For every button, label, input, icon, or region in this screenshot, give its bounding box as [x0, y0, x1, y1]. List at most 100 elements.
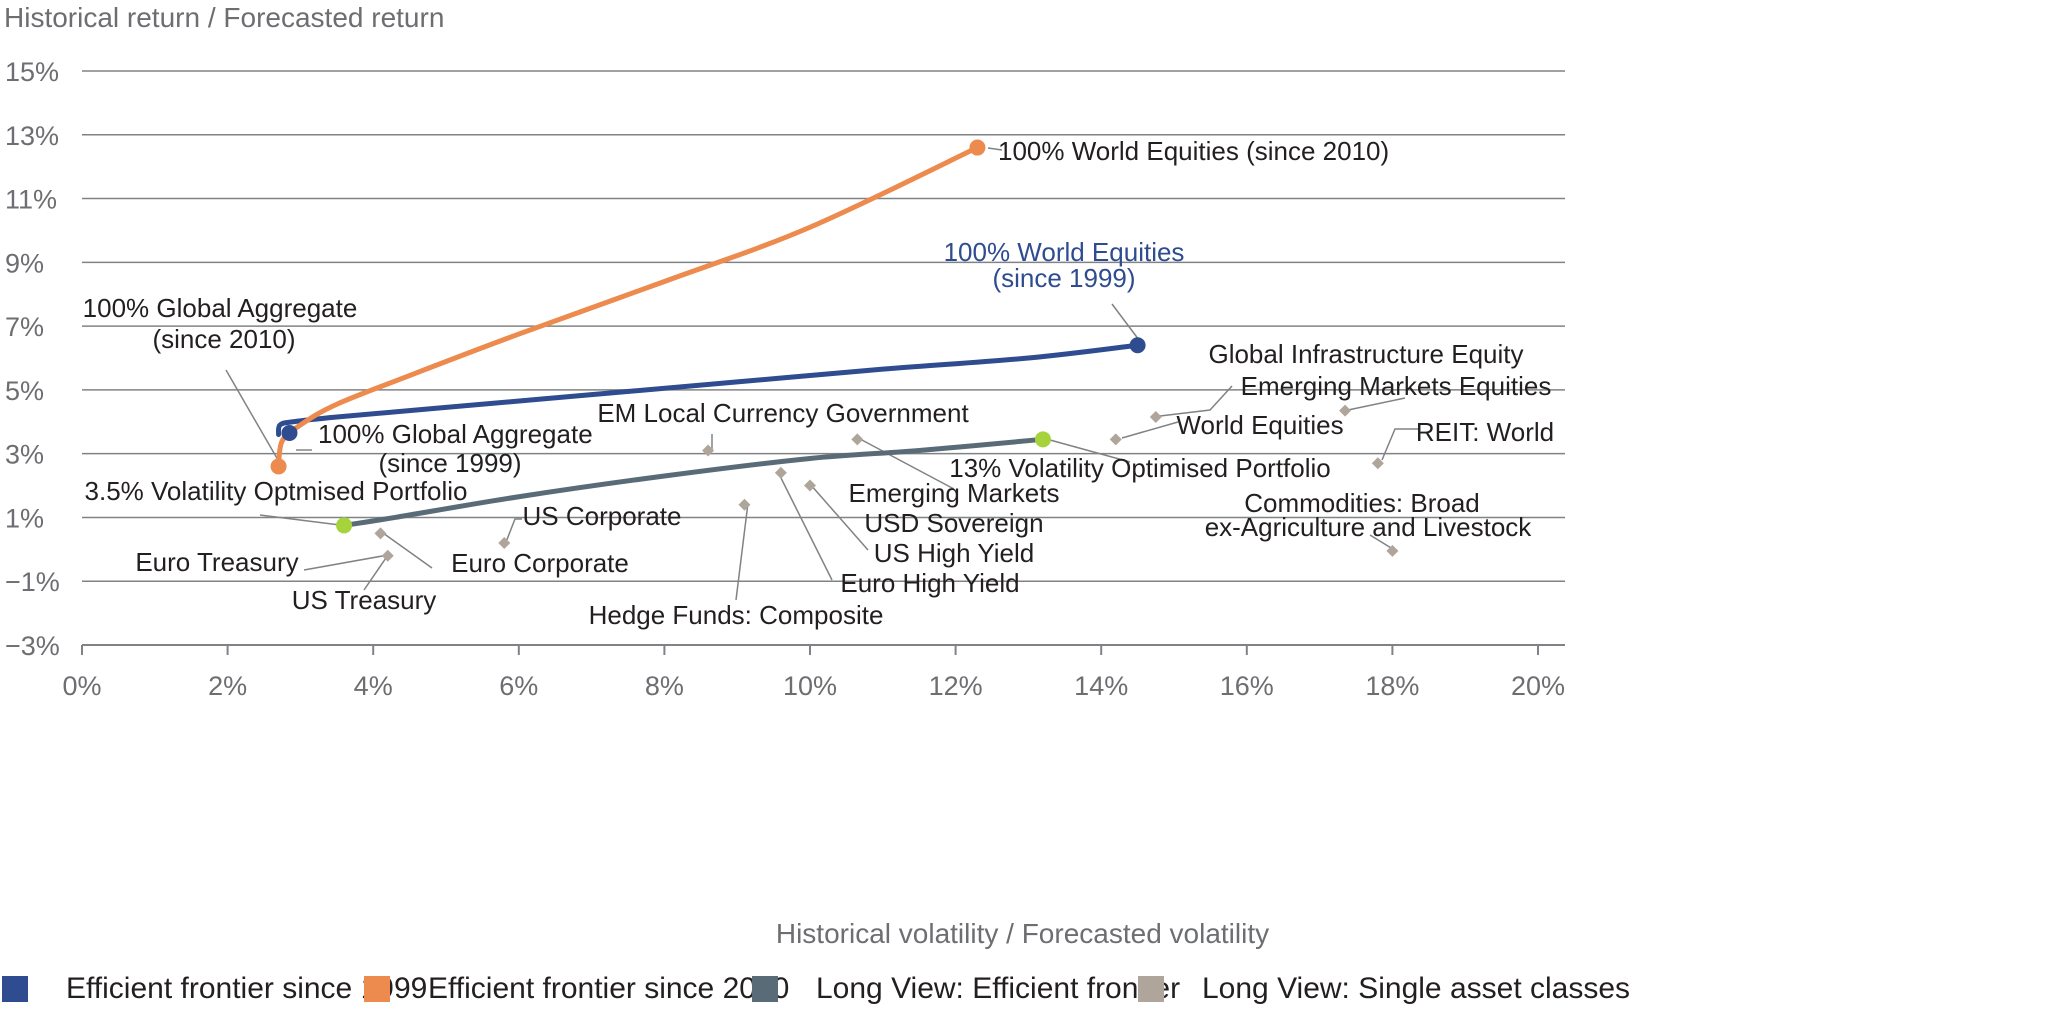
- annotation-label: World Equities: [1176, 410, 1343, 440]
- leader-line: [259, 514, 341, 526]
- annotation-label: 100% World Equities (since 2010): [998, 136, 1389, 166]
- y-tick-label: 1%: [5, 503, 44, 533]
- legend-swatch: [1138, 976, 1164, 1002]
- leader-line: [363, 554, 389, 591]
- long-view-frontier-line: [341, 436, 1046, 528]
- single-asset-marker: [1339, 404, 1352, 417]
- leader-line: [1381, 428, 1420, 461]
- annotation-labels: 100% World Equities (since 2010) 100% Wor…: [83, 136, 1554, 630]
- legend-item-long-view-frontier: Long View: Efficient frontier: [752, 972, 1180, 1006]
- gridlines: [82, 70, 1565, 582]
- x-tick-label: 10%: [783, 671, 837, 701]
- endpoint-marker: [1129, 337, 1146, 354]
- leader-line: [225, 369, 279, 461]
- single-asset-marker: [374, 527, 387, 540]
- annotation-label: ex-Agriculture and Livestock: [1205, 512, 1533, 542]
- single-asset-marker: [851, 433, 864, 446]
- leader-line: [859, 438, 955, 490]
- leader-lines: [225, 147, 1420, 601]
- single-asset-marker: [381, 549, 394, 562]
- legend-label: Long View: Single asset classes: [1202, 972, 1631, 1005]
- x-tick-label: 8%: [645, 671, 684, 701]
- annotation-label: Euro Treasury: [135, 547, 298, 577]
- x-tick-label: 16%: [1220, 671, 1274, 701]
- annotation-label: Euro High Yield: [840, 568, 1019, 598]
- x-axis-title: Historical volatility / Forecasted volat…: [775, 918, 1270, 949]
- endpoint-marker: [281, 424, 298, 441]
- y-tick-label: 3%: [5, 440, 44, 470]
- chart-canvas: −3% −1% 1% 3% 5% 7% 9% 11% 13% 15% 0% 2% 4% 6% 8% 10% 1…: [5, 57, 1565, 701]
- annotation-label: USD Sovereign: [864, 508, 1043, 538]
- x-tick-label: 2%: [208, 671, 247, 701]
- x-tick-label: 12%: [929, 671, 983, 701]
- single-asset-marker: [774, 466, 787, 479]
- annotation-label: Global Infrastructure Equity: [1208, 339, 1523, 369]
- x-tick-label: 14%: [1074, 671, 1128, 701]
- annotation-label: (since 1999): [378, 448, 521, 478]
- leader-line: [735, 502, 749, 601]
- legend-swatch: [752, 976, 778, 1002]
- annotation-label: 100% Global Aggregate: [318, 419, 593, 449]
- single-asset-marker: [738, 498, 751, 511]
- annotation-label: Commodities: Broad: [1244, 488, 1480, 518]
- leader-line: [1121, 421, 1179, 439]
- endpoint-marker: [969, 139, 986, 156]
- single-asset-marker: [498, 536, 511, 549]
- legend-item-single-assets: Long View: Single asset classes: [1138, 972, 1630, 1006]
- leader-line: [1049, 439, 1131, 463]
- annotation-label: 3.5% Volatility Optmised Portfolio: [85, 476, 468, 506]
- y-tick-label: −1%: [5, 567, 60, 597]
- annotation-label: REIT: World: [1416, 417, 1554, 447]
- annotation-label: Hedge Funds: Composite: [589, 600, 884, 630]
- single-asset-marker: [1149, 410, 1162, 423]
- annotation-label: Euro Corporate: [451, 548, 629, 578]
- y-tick-label: 13%: [5, 121, 59, 151]
- annotation-label: (since 1999): [992, 263, 1135, 293]
- y-tick-label: 11%: [5, 185, 57, 215]
- endpoint-marker: [270, 458, 287, 475]
- y-tick-label: 9%: [5, 248, 44, 278]
- x-tick-label: 6%: [499, 671, 538, 701]
- leader-line: [1347, 397, 1406, 411]
- legend-label: Long View: Efficient frontier: [816, 972, 1181, 1005]
- single-asset-markers: [374, 404, 1399, 562]
- x-tick-label: 0%: [62, 671, 101, 701]
- leader-line: [777, 471, 833, 581]
- y-tick-label: 7%: [5, 312, 44, 342]
- x-tick-label: 20%: [1511, 671, 1565, 701]
- leader-line: [809, 483, 869, 551]
- annotation-label: (since 2010): [152, 324, 295, 354]
- annotation-label: 100% World Equities: [944, 237, 1185, 267]
- single-asset-marker: [1371, 457, 1384, 470]
- annotation-label: EM Local Currency Government: [597, 398, 969, 428]
- legend: Efficient frontier since 1999 Efficient …: [0, 972, 2045, 1008]
- annotation-label: US High Yield: [874, 538, 1034, 568]
- single-asset-marker: [804, 479, 816, 492]
- y-tick-label: 5%: [5, 376, 44, 406]
- annotation-label: Emerging Markets: [849, 478, 1060, 508]
- leader-line: [505, 518, 522, 543]
- x-tick-label: 18%: [1365, 671, 1419, 701]
- single-asset-marker: [1386, 544, 1399, 557]
- legend-label: Efficient frontier since 2010: [428, 972, 790, 1005]
- leader-line: [1111, 303, 1140, 341]
- legend-item-frontier-2010: Efficient frontier since 2010: [364, 972, 789, 1006]
- y-axis-title: Historical return / Forecasted return: [4, 2, 445, 33]
- frontier-1999-line: [275, 342, 1141, 438]
- endpoint-marker: [1034, 431, 1051, 448]
- legend-swatch: [364, 976, 390, 1002]
- y-tick-label: −3%: [5, 631, 60, 661]
- annotation-label: 100% Global Aggregate: [83, 293, 358, 323]
- leader-line: [987, 147, 1003, 151]
- x-axis: 0% 2% 4% 6% 8% 10% 12% 14% 16% 18% 20%: [62, 644, 1565, 701]
- y-tick-label: 15%: [5, 57, 59, 87]
- leader-line: [303, 554, 389, 571]
- single-asset-marker: [1109, 433, 1122, 446]
- annotation-label: US Corporate: [523, 501, 682, 531]
- x-tick-label: 4%: [354, 671, 393, 701]
- annotation-label: 13% Volatility Optimised Portfolio: [949, 453, 1331, 483]
- endpoint-marker: [336, 517, 353, 534]
- annotation-label: Emerging Markets Equities: [1241, 371, 1552, 401]
- legend-swatch: [2, 976, 28, 1002]
- leader-line: [382, 532, 433, 569]
